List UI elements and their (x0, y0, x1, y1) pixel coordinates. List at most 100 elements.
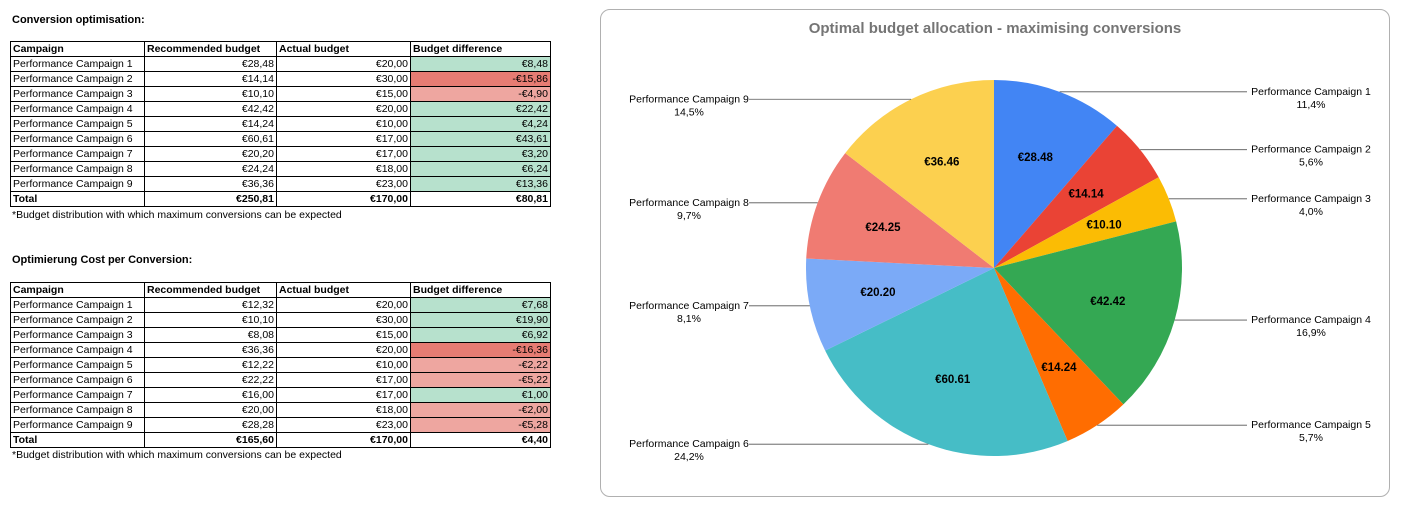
header-recommended-budget: Recommended budget (144, 41, 277, 57)
cell-campaign: Performance Campaign 3 (10, 327, 145, 343)
cell-campaign: Performance Campaign 6 (10, 372, 145, 388)
cell-actual-budget: €20,00 (276, 56, 411, 72)
table2-title: Optimierung Cost per Conversion: (12, 254, 193, 266)
cell-recommended-budget: €16,00 (144, 387, 277, 403)
cell-budget-difference: €3,20 (410, 146, 551, 162)
header-campaign: Campaign (10, 282, 145, 298)
cell-budget-difference: -€15,86 (410, 71, 551, 87)
cell-recommended-budget: €60,61 (144, 131, 277, 147)
cell-actual-budget: €15,00 (276, 86, 411, 102)
table-row: Performance Campaign 8 €24,24 €18,00 €6,24 (10, 161, 551, 177)
total-row: Total €165,60 €170,00 €4,40 (10, 432, 551, 448)
cell-actual-budget: €18,00 (276, 161, 411, 177)
table1-title: Conversion optimisation: (12, 14, 145, 26)
cell-actual-budget: €18,00 (276, 402, 411, 418)
cell-budget-difference: €22,42 (410, 101, 551, 117)
pie-slice (845, 80, 994, 268)
slice-name-label: Performance Campaign 3 (1251, 193, 1371, 205)
cell-actual-budget: €20,00 (276, 342, 411, 358)
cell-total-actual: €170,00 (276, 191, 411, 207)
table-row: Performance Campaign 6 €60,61 €17,00 €43,61 (10, 131, 551, 147)
cell-campaign: Performance Campaign 9 (10, 417, 145, 433)
cell-recommended-budget: €20,20 (144, 146, 277, 162)
cell-budget-difference: €13,36 (410, 176, 551, 192)
cell-total-difference: €80,81 (410, 191, 551, 207)
cell-campaign: Performance Campaign 4 (10, 342, 145, 358)
cell-campaign: Performance Campaign 8 (10, 161, 145, 177)
header-actual-budget: Actual budget (276, 41, 411, 57)
header-budget-difference: Budget difference (410, 282, 551, 298)
header-budget-difference: Budget difference (410, 41, 551, 57)
total-row: Total €250,81 €170,00 €80,81 (10, 191, 551, 207)
cell-campaign: Performance Campaign 1 (10, 56, 145, 72)
cell-campaign: Performance Campaign 2 (10, 71, 145, 87)
cell-total-label: Total (10, 432, 145, 448)
conversion-optimisation-table: Campaign Recommended budget Actual budge… (10, 41, 551, 207)
cell-actual-budget: €30,00 (276, 312, 411, 328)
slice-percent-label: 5,7% (1299, 432, 1323, 444)
cell-actual-budget: €10,00 (276, 357, 411, 373)
cell-total-actual: €170,00 (276, 432, 411, 448)
cell-campaign: Performance Campaign 6 (10, 131, 145, 147)
pie-slice (806, 153, 994, 268)
cell-budget-difference: €43,61 (410, 131, 551, 147)
table-row: Performance Campaign 1 €28,48 €20,00 €8,48 (10, 56, 551, 72)
pie-slice (994, 177, 1177, 268)
cell-actual-budget: €23,00 (276, 176, 411, 192)
slice-value-label: €24.25 (865, 222, 901, 234)
cell-recommended-budget: €28,48 (144, 56, 277, 72)
cell-budget-difference: €6,24 (410, 161, 551, 177)
slice-name-label: Performance Campaign 9 (629, 93, 749, 105)
table1-footnote: *Budget distribution with which maximum … (12, 209, 342, 221)
cell-campaign: Performance Campaign 5 (10, 357, 145, 373)
header-recommended-budget: Recommended budget (144, 282, 277, 298)
slice-name-label: Performance Campaign 5 (1251, 419, 1371, 431)
cell-campaign: Performance Campaign 9 (10, 176, 145, 192)
cell-campaign: Performance Campaign 7 (10, 146, 145, 162)
pie-chart-panel: Optimal budget allocation - maximising c… (600, 9, 1390, 497)
cell-budget-difference: €7,68 (410, 297, 551, 313)
cell-recommended-budget: €36,36 (144, 176, 277, 192)
table-row: Performance Campaign 1 €12,32 €20,00 €7,68 (10, 297, 551, 313)
pie-slice (994, 125, 1159, 269)
cell-campaign: Performance Campaign 1 (10, 297, 145, 313)
table-row: Performance Campaign 2 €14,14 €30,00 -€15,8… (10, 71, 551, 87)
slice-value-label: €60.61 (935, 374, 971, 386)
slice-value-label: €42.42 (1090, 296, 1125, 308)
slice-name-label: Performance Campaign 2 (1251, 144, 1371, 156)
table-row: Performance Campaign 2 €10,10 €30,00 €19,90 (10, 312, 551, 328)
cell-actual-budget: €20,00 (276, 297, 411, 313)
cell-recommended-budget: €8,08 (144, 327, 277, 343)
table-row: Performance Campaign 3 €8,08 €15,00 €6,92 (10, 327, 551, 343)
pie-slice (994, 221, 1182, 405)
header-actual-budget: Actual budget (276, 282, 411, 298)
cell-recommended-budget: €12,32 (144, 297, 277, 313)
slice-percent-label: 24,2% (674, 451, 704, 463)
slice-name-label: Performance Campaign 6 (629, 438, 749, 450)
cell-total-recommended: €165,60 (144, 432, 277, 448)
cell-budget-difference: -€5,28 (410, 417, 551, 433)
cell-budget-difference: €6,92 (410, 327, 551, 343)
pie-slice (806, 258, 994, 351)
slice-name-label: Performance Campaign 4 (1251, 314, 1371, 326)
cell-budget-difference: €19,90 (410, 312, 551, 328)
cell-actual-budget: €15,00 (276, 327, 411, 343)
slice-value-label: €10.10 (1087, 219, 1122, 231)
cell-recommended-budget: €20,00 (144, 402, 277, 418)
cell-campaign: Performance Campaign 3 (10, 86, 145, 102)
table-row: Performance Campaign 6 €22,22 €17,00 -€5,22 (10, 372, 551, 388)
cell-campaign: Performance Campaign 4 (10, 101, 145, 117)
cell-campaign: Performance Campaign 5 (10, 116, 145, 132)
slice-value-label: €36.46 (924, 157, 959, 169)
cell-actual-budget: €20,00 (276, 101, 411, 117)
slice-percent-label: 14,5% (674, 106, 704, 118)
cell-recommended-budget: €14,24 (144, 116, 277, 132)
cell-campaign: Performance Campaign 2 (10, 312, 145, 328)
cell-budget-difference: -€2,22 (410, 357, 551, 373)
cell-campaign: Performance Campaign 8 (10, 402, 145, 418)
cell-recommended-budget: €10,10 (144, 86, 277, 102)
cell-budget-difference: -€16,36 (410, 342, 551, 358)
slice-value-label: €20.20 (860, 287, 895, 299)
cell-actual-budget: €30,00 (276, 71, 411, 87)
slice-percent-label: 5,6% (1299, 157, 1323, 169)
